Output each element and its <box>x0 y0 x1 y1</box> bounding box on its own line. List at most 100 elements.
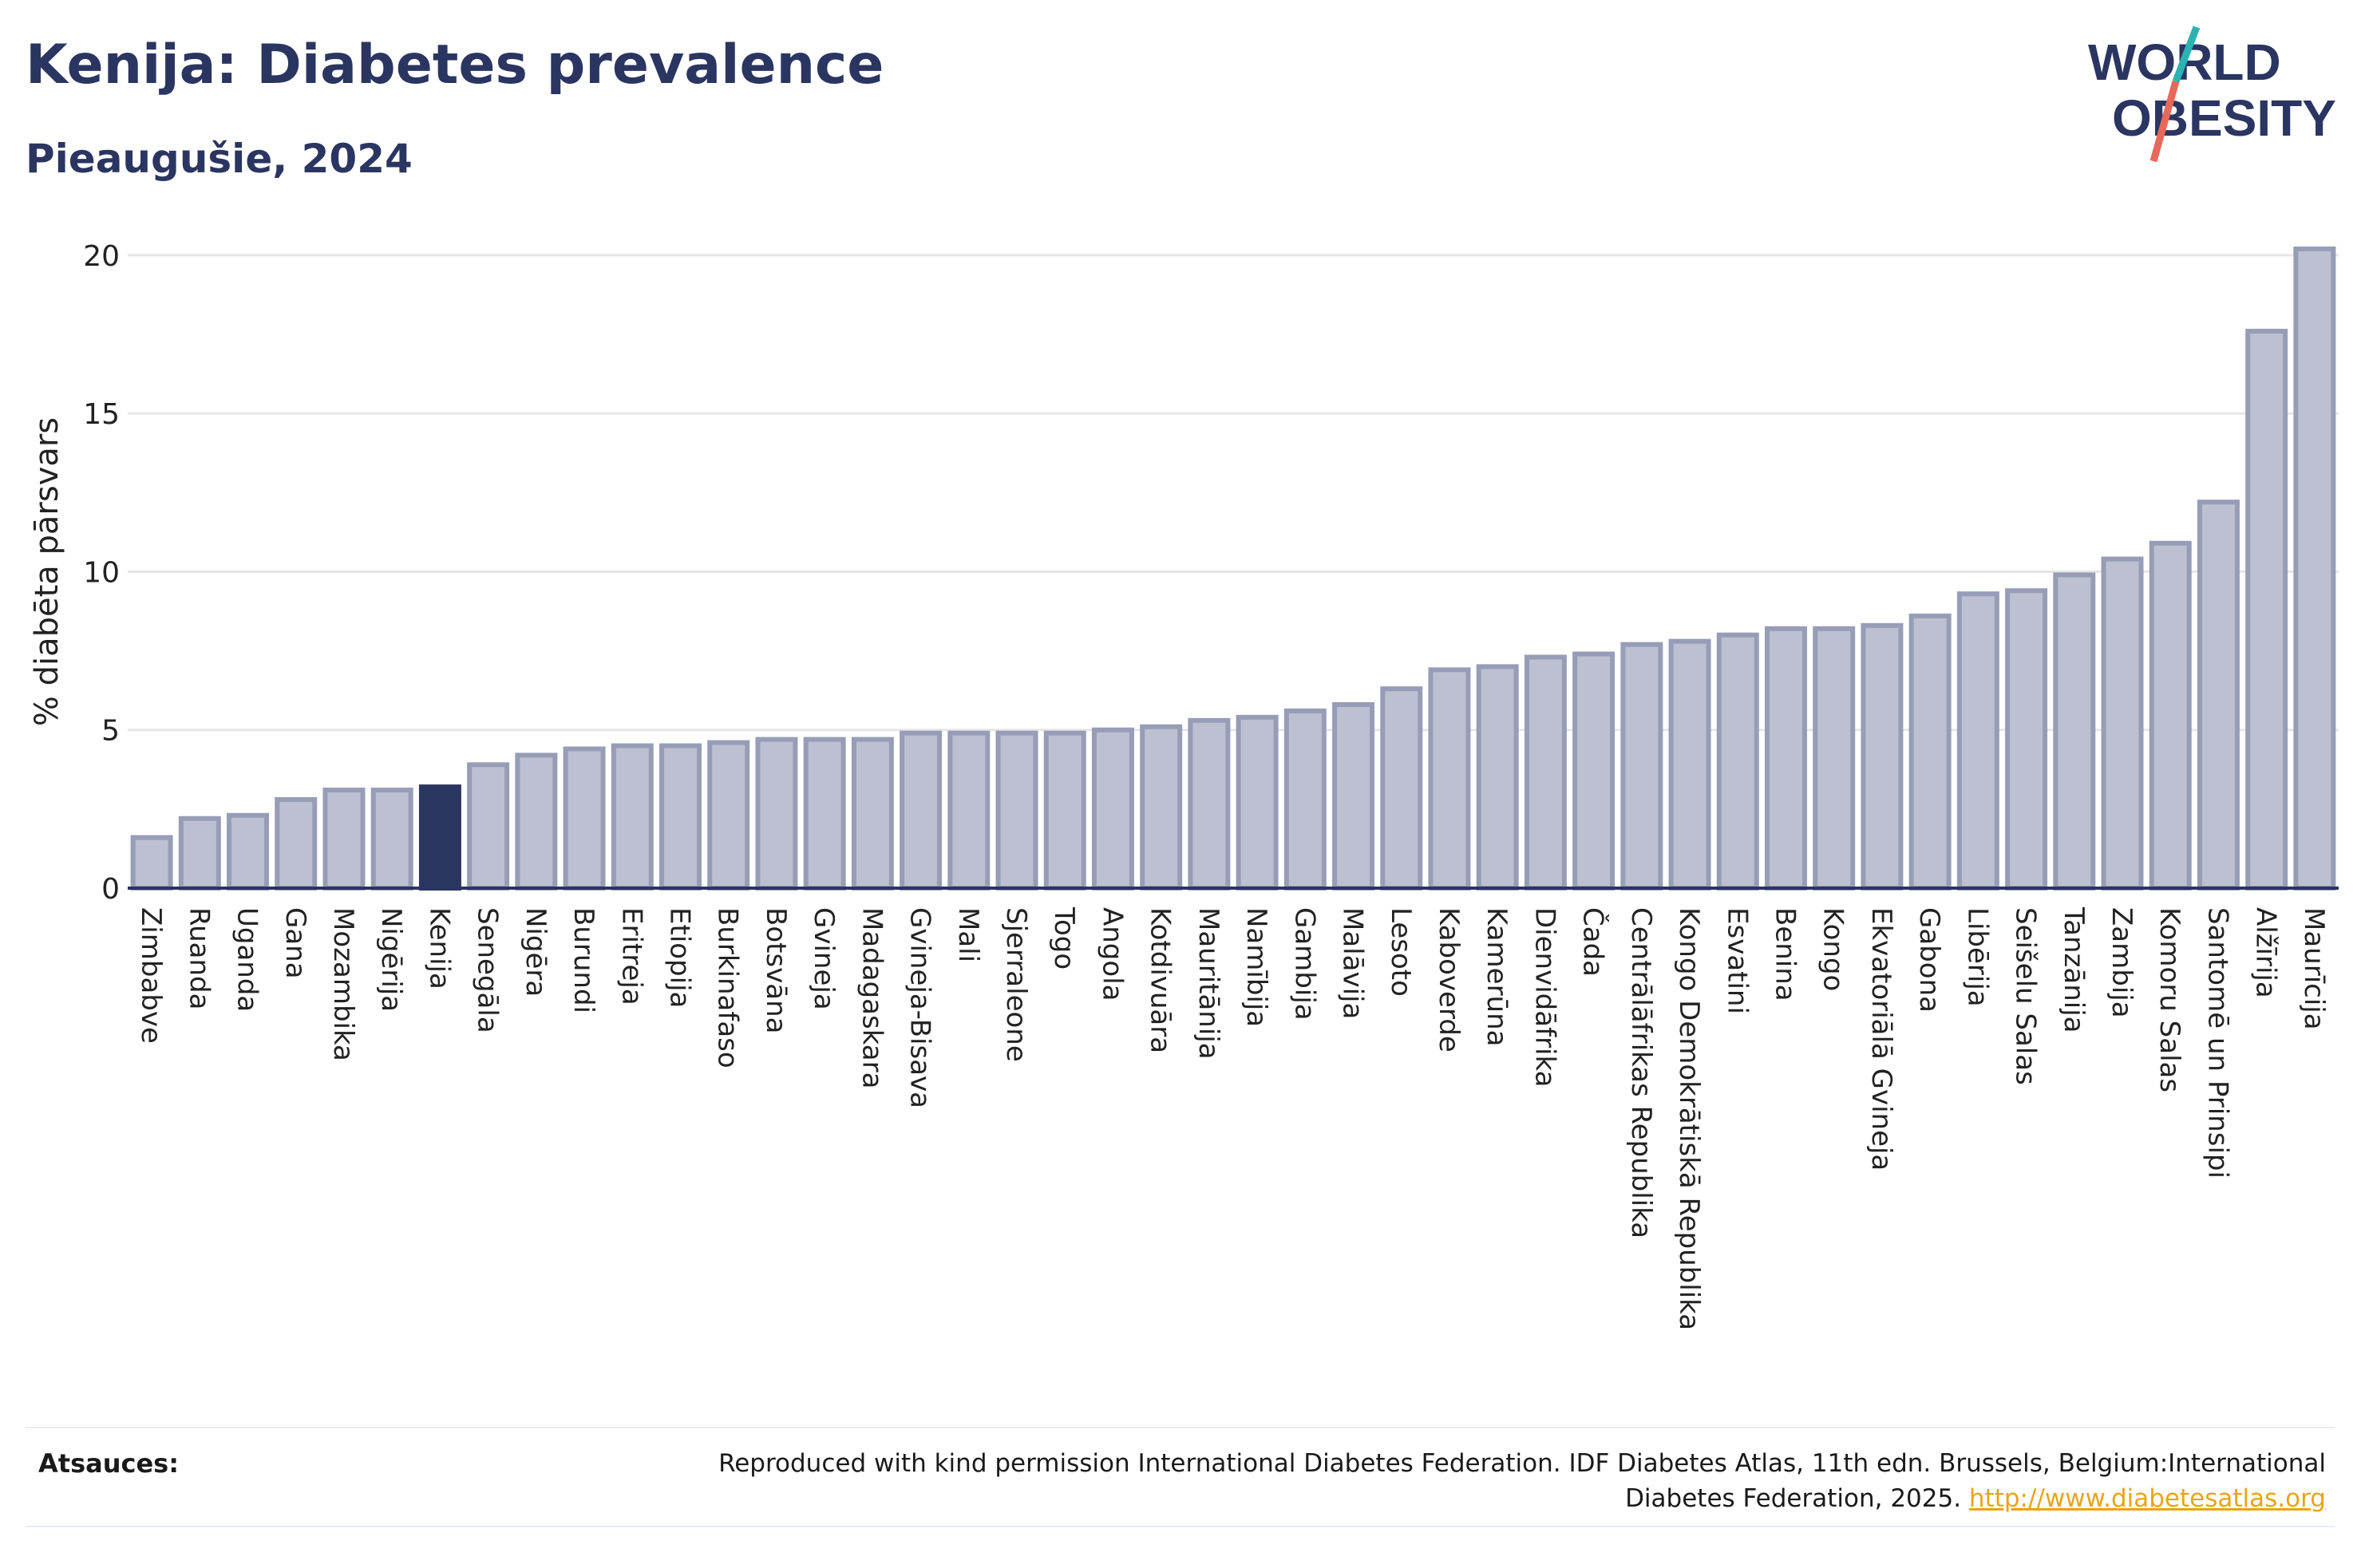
bar-43 <box>2197 500 2240 891</box>
bar-16 <box>900 730 943 891</box>
bar-17 <box>947 730 991 891</box>
bar-11 <box>659 743 702 891</box>
bar-35 <box>1813 626 1856 891</box>
x-tick-label: Kongo Demokrātiskā Republika <box>1673 907 1705 1330</box>
logo-slash-bottom <box>2149 80 2180 163</box>
bar-23 <box>1236 714 1279 891</box>
bar-21 <box>1140 724 1183 891</box>
bar-10 <box>611 743 654 891</box>
x-tick-label: Botsvāna <box>760 907 792 1034</box>
bar-18 <box>995 730 1038 891</box>
x-tick-label: Madagaskara <box>856 907 888 1088</box>
x-tick-label: Centrālāfrikas Republika <box>1625 907 1657 1238</box>
bar-20 <box>1091 727 1134 891</box>
x-tick-label: Lesoto <box>1385 907 1417 997</box>
x-tick-label: Gana <box>279 907 311 979</box>
x-tick-label: Maurīcija <box>2298 907 2330 1030</box>
footer-divider-top <box>26 1427 2335 1428</box>
bar-chart: 0 5 10 15 20 % diabēta pārsvars Zimbabve Ruanda… <box>29 240 2339 1330</box>
bar-8 <box>515 752 558 891</box>
x-tick-label: Gabona <box>1913 907 1945 1013</box>
bar-36 <box>1861 622 1904 891</box>
bar-5 <box>370 788 413 891</box>
x-tick-label: Namībija <box>1240 907 1272 1027</box>
x-tick-label: Burundi <box>568 907 599 1013</box>
bar-0 <box>130 835 173 891</box>
bar-12 <box>707 740 750 891</box>
bar-1 <box>178 816 221 891</box>
x-tick-label: Tanzānija <box>2058 906 2090 1033</box>
x-tick-label: Togo <box>1048 906 1080 970</box>
chart-title: Kenija: Diabetes prevalence <box>26 34 884 97</box>
bar-14 <box>803 737 846 891</box>
y-axis-title: % diabēta pārsvars <box>29 417 65 726</box>
x-tick-label: Santomē un Prinsipi <box>2201 907 2233 1179</box>
world-obesity-logo: WORLD OBESITY <box>2088 26 2336 163</box>
x-tick-label: Zambija <box>2106 907 2138 1018</box>
x-tick-label: Dienvidāfrika <box>1529 907 1560 1087</box>
logo-word-obesity: OBESITY <box>2112 89 2336 147</box>
bar-28 <box>1476 664 1519 891</box>
x-tick-label: Benina <box>1770 907 1801 1001</box>
x-tick-label: Seišelu Salas <box>2010 907 2042 1085</box>
x-tick-label: Eritreja <box>615 907 647 1005</box>
bar-32 <box>1668 638 1711 891</box>
bar-41 <box>2101 556 2144 891</box>
x-tick-label: Libērija <box>1961 907 1993 1007</box>
bar-34 <box>1765 626 1807 891</box>
bar-25 <box>1332 701 1375 891</box>
chart-subtitle: Pieaugušie, 2024 <box>26 136 413 182</box>
x-tick-label: Sjerraleone <box>1000 907 1032 1062</box>
bar-26 <box>1380 686 1423 891</box>
x-tick-label: Ekvatoriālā Gvineja <box>1865 907 1897 1171</box>
x-tick-label: Gambija <box>1288 907 1320 1021</box>
bar-31 <box>1620 642 1663 891</box>
x-tick-label: Malāvija <box>1337 907 1369 1019</box>
x-tick-label: Gvineja <box>808 907 840 1010</box>
bar-39 <box>2005 588 2048 891</box>
x-tick-label: Mozambika <box>327 907 359 1061</box>
bar-45 <box>2293 246 2336 891</box>
x-tick-label: Kamerūna <box>1481 907 1513 1046</box>
y-tick-label: 0 <box>101 873 120 906</box>
x-tick-label: Alžīrija <box>2250 907 2282 998</box>
bar-3 <box>275 796 318 891</box>
y-tick-label: 15 <box>83 398 120 431</box>
bar-24 <box>1283 708 1327 891</box>
bar-7 <box>467 762 510 891</box>
sources-citation: Reproduced with kind permission Internat… <box>718 1449 2326 1513</box>
y-tick-label: 5 <box>101 715 120 748</box>
logo-slash-top <box>2172 26 2201 83</box>
x-tick-label: Gvineja-Bisava <box>904 907 936 1108</box>
y-tick-label: 10 <box>83 556 120 589</box>
x-tick-label: Mauritānija <box>1192 907 1224 1060</box>
x-tick-label: Ruanda <box>183 907 215 1009</box>
bar-22 <box>1188 717 1231 891</box>
x-tick-label: Komoru Salas <box>2153 907 2185 1092</box>
x-tick-label: Kenija <box>423 907 455 989</box>
x-tick-label: Esvatini <box>1721 907 1753 1014</box>
x-tick-label: Čada <box>1577 907 1610 977</box>
sources-link[interactable]: http://www.diabetesatlas.org <box>1968 1484 2326 1513</box>
x-tick-label: Nigēra <box>520 907 552 997</box>
sources-text: Reproduced with kind permission Internat… <box>650 1446 2326 1516</box>
x-tick-label: Burkinafaso <box>712 907 744 1068</box>
x-tick-label: Zimbabve <box>135 907 167 1044</box>
footer-divider-bottom <box>26 1526 2335 1527</box>
bar-37 <box>1908 613 1952 891</box>
x-tick-label: Kotdivuāra <box>1145 907 1177 1053</box>
bar-15 <box>851 737 894 891</box>
bar-29 <box>1524 654 1567 891</box>
bar-9 <box>563 746 606 891</box>
x-tick-label: Nigērija <box>375 907 407 1012</box>
x-tick-label: Kongo <box>1817 907 1849 991</box>
bar-44 <box>2245 329 2288 891</box>
bar-4 <box>322 788 366 891</box>
bar-19 <box>1043 730 1086 891</box>
x-tick-label: Mali <box>952 907 984 962</box>
y-tick-label: 20 <box>83 240 120 273</box>
bar-30 <box>1572 651 1616 891</box>
bar-33 <box>1716 632 1759 891</box>
x-tick-label: Senegāla <box>472 907 504 1033</box>
x-tick-label: Kaboverde <box>1433 907 1465 1053</box>
